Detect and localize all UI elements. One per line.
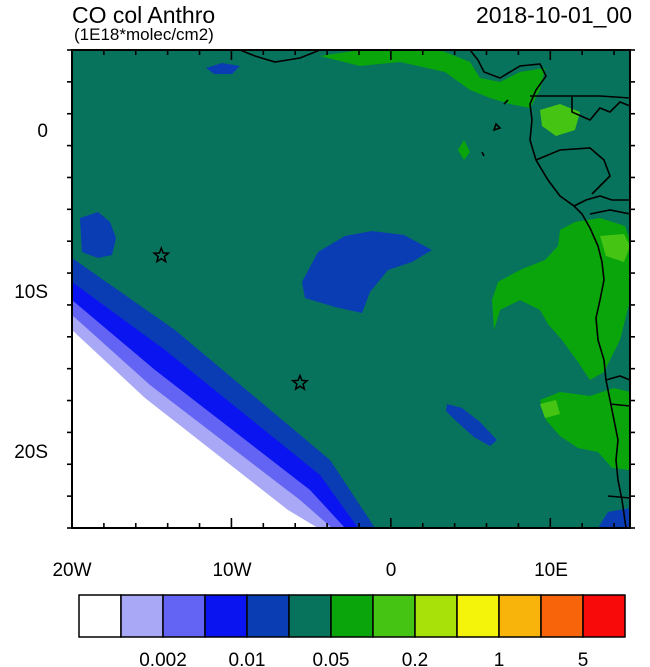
lon-label-20w: 20W xyxy=(52,560,91,581)
colorbar-label: 5 xyxy=(578,650,589,667)
green-angola xyxy=(492,218,630,380)
colorbar-label: 0.2 xyxy=(402,650,428,667)
green-north xyxy=(320,50,545,108)
map-frame xyxy=(71,49,631,529)
green-speck xyxy=(458,140,470,160)
map-datetime: 2018-10-01_00 xyxy=(475,2,632,28)
band-below-0.002 xyxy=(72,330,318,528)
colorbar-swatch xyxy=(372,594,416,638)
colorbar-swatch xyxy=(78,594,122,638)
green-gabon xyxy=(540,104,580,136)
lat-label-10s: 10S xyxy=(14,282,48,303)
patch-southeast xyxy=(598,508,630,528)
colorbar-label: 1 xyxy=(494,650,505,667)
colorbar-swatch xyxy=(288,594,332,638)
lon-label-10e: 10E xyxy=(534,560,568,581)
colorbar-swatch xyxy=(246,594,290,638)
patch-west xyxy=(80,212,116,258)
station-star-icon xyxy=(152,245,171,264)
colorbar-swatch xyxy=(540,594,584,638)
coastlines xyxy=(239,50,630,528)
colorbar-swatch xyxy=(582,594,626,638)
lightgreen-angola xyxy=(600,234,630,262)
patch-north xyxy=(206,63,240,74)
map-units: (1E18*molec/cm2) xyxy=(74,25,214,44)
map-title: CO col Anthro xyxy=(72,2,216,28)
patch-central xyxy=(302,231,432,313)
station-star-icon xyxy=(290,373,310,391)
green-namibia xyxy=(540,388,630,470)
colorbar-label: 0.05 xyxy=(313,650,350,667)
colorbar-swatch xyxy=(498,594,542,638)
lat-label-20s: 20S xyxy=(14,442,48,463)
axis-ticks xyxy=(67,49,635,529)
lat-label-0: 0 xyxy=(37,121,48,142)
colorbar-label: 0.01 xyxy=(229,650,266,667)
colorbar-swatch xyxy=(162,594,206,638)
colorbar-swatch xyxy=(120,594,164,638)
colorbar-swatch xyxy=(204,594,248,638)
lon-label-10w: 10W xyxy=(212,560,251,581)
lon-label-0: 0 xyxy=(386,560,397,581)
map-field xyxy=(72,50,630,528)
station-markers xyxy=(152,245,310,391)
colorbar-label: 0.002 xyxy=(139,650,187,667)
patch-south xyxy=(446,404,497,446)
colorbar-swatch xyxy=(414,594,458,638)
colorbar-swatch xyxy=(330,594,374,638)
lightgreen-namibia xyxy=(540,400,560,418)
colorbar: 0.002 0.01 0.05 0.2 1 5 xyxy=(78,594,626,667)
colorbar-swatch xyxy=(456,594,500,638)
